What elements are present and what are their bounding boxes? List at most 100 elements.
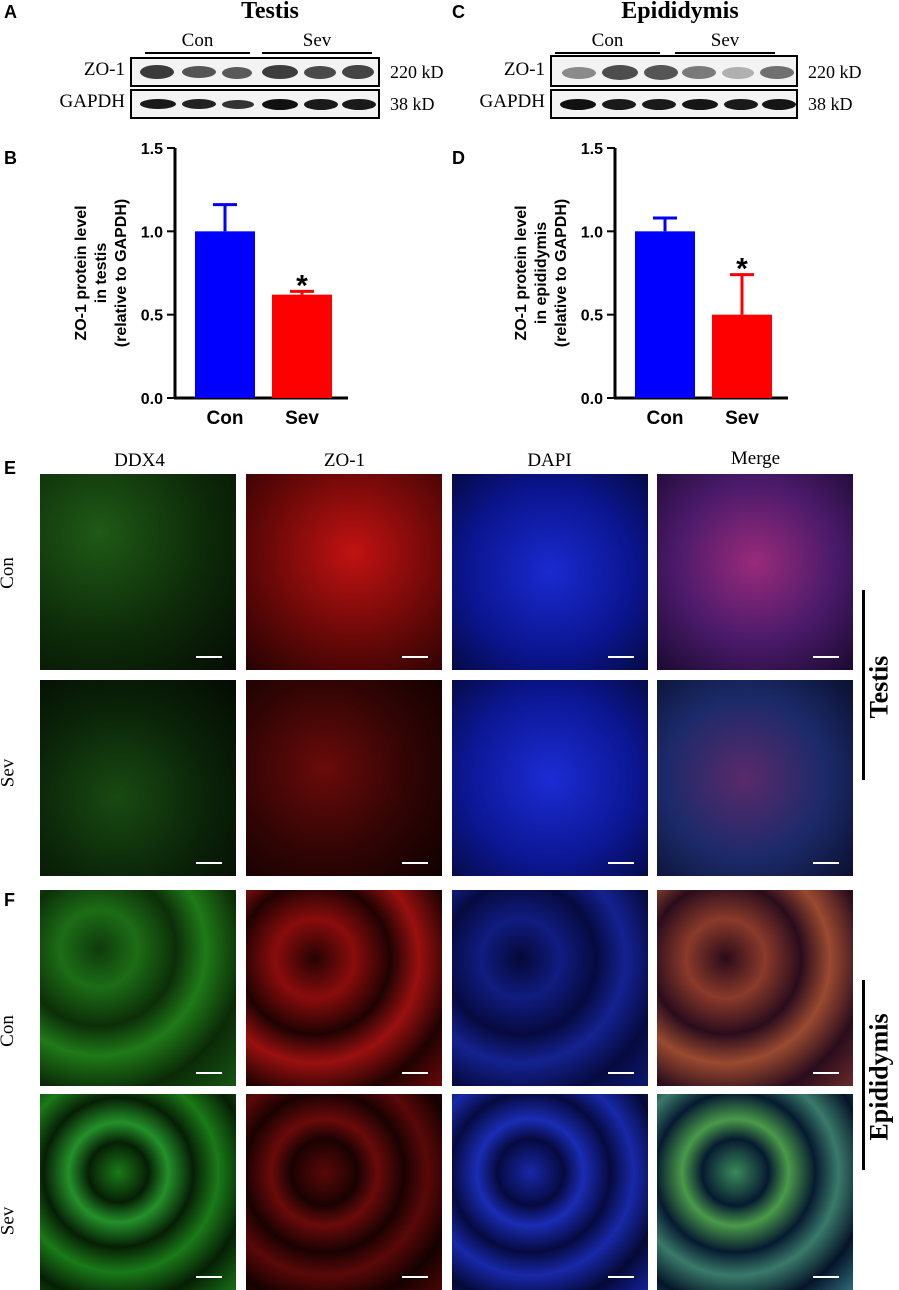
- blot-band: [724, 99, 758, 110]
- blot-band: [682, 66, 716, 79]
- protein-label-zo1: ZO-1: [503, 59, 545, 80]
- blot-band: [342, 65, 374, 79]
- panel-letter-f: F: [4, 890, 15, 910]
- blot-band: [304, 66, 336, 79]
- bar-con: [195, 231, 255, 398]
- micrograph-zo1-con-epididymis: [246, 890, 442, 1086]
- micrograph-merge-sev-epididymis: [657, 1094, 853, 1290]
- micrograph-merge-sev-testis: [657, 680, 853, 876]
- blot-band: [222, 67, 252, 79]
- y-axis-label-line: ZO-1 protein level: [73, 205, 90, 340]
- blot-band: [222, 100, 254, 109]
- blot-band: [760, 66, 794, 79]
- blot-band: [140, 99, 176, 109]
- significance-star: *: [296, 269, 308, 302]
- tissue-bracket-testis: [862, 590, 865, 780]
- blot-band: [342, 99, 376, 110]
- tissue-label-epididymis: Epididymis: [864, 1013, 894, 1141]
- blot-band: [602, 65, 638, 80]
- y-tick-label: 1.0: [581, 224, 603, 241]
- y-axis-label-line: in epididymis: [533, 222, 550, 324]
- bar-sev: [272, 294, 332, 398]
- blot-band: [262, 65, 298, 79]
- y-tick-label: 1.5: [141, 141, 163, 158]
- y-axis-label-epididymis: ZO-1 protein level in epididymis (relative…: [513, 199, 570, 347]
- y-tick-label: 0.0: [141, 391, 163, 408]
- panel-letter-d: D: [452, 148, 465, 168]
- blot-title-epididymis: Epididymis: [621, 0, 739, 24]
- y-tick-label: 1.0: [141, 224, 163, 241]
- x-tick-label: Con: [647, 408, 684, 429]
- column-label-ddx4: DDX4: [114, 450, 165, 471]
- micrograph-dapi-con-epididymis: [452, 890, 648, 1086]
- protein-label-gapdh: GAPDH: [59, 91, 125, 112]
- y-axis-label-line: (relative to GAPDH): [553, 199, 570, 347]
- bar-sev: [712, 314, 772, 398]
- micrograph-merge-con-epididymis: [657, 890, 853, 1086]
- group-line-sev: [675, 52, 775, 54]
- blot-band: [182, 99, 216, 109]
- blot-band: [682, 99, 718, 110]
- micrograph-ddx4-sev-testis: [40, 680, 236, 876]
- protein-label-zo1: ZO-1: [83, 59, 125, 80]
- group-line-sev: [262, 52, 372, 54]
- group-label-con: Con: [181, 30, 214, 51]
- blot-title-testis: Testis: [241, 0, 299, 24]
- kd-label-gapdh: 38 kD: [390, 94, 435, 114]
- y-tick-label: 1.5: [581, 141, 603, 158]
- x-tick-label: Con: [207, 408, 244, 429]
- blot-band: [140, 65, 174, 79]
- y-tick-label: 0.0: [581, 391, 603, 408]
- panel-letter-e: E: [4, 458, 17, 478]
- group-label-sev: Sev: [710, 30, 740, 51]
- row-label-con-testis: Con: [0, 557, 18, 589]
- kd-label-zo1: 220 kD: [808, 62, 862, 82]
- micrograph-zo1-sev-testis: [246, 680, 442, 876]
- micrograph-merge-con-testis: [657, 474, 853, 670]
- y-axis-label-line: (relative to GAPDH): [113, 199, 130, 347]
- row-label-sev-epididymis: Sev: [0, 1206, 19, 1236]
- kd-label-zo1: 220 kD: [390, 62, 444, 82]
- x-tick-label: Sev: [285, 408, 319, 429]
- blot-band: [562, 67, 596, 79]
- blot-band: [262, 99, 298, 110]
- blot-band: [182, 66, 216, 78]
- blot-strip-gapdh-testis: [130, 89, 380, 119]
- micrograph-zo1-con-testis: [246, 474, 442, 670]
- blot-band: [722, 67, 754, 79]
- panel-letter-c: C: [452, 2, 465, 22]
- tissue-bracket-epididymis: [862, 980, 865, 1170]
- blot-strip-gapdh-epididymis: [550, 89, 798, 119]
- column-label-dapi: DAPI: [527, 450, 572, 471]
- significance-star: *: [736, 253, 748, 286]
- column-label-merge: Merge: [730, 448, 781, 469]
- blot-band: [560, 99, 596, 110]
- blot-band: [602, 99, 636, 110]
- micrograph-ddx4-sev-epididymis: [40, 1094, 236, 1290]
- group-label-con: Con: [591, 30, 624, 51]
- y-tick-label: 0.5: [141, 308, 163, 325]
- blot-band: [644, 65, 678, 80]
- kd-label-gapdh: 38 kD: [808, 94, 853, 114]
- micrograph-dapi-sev-testis: [452, 680, 648, 876]
- bar-con: [635, 231, 695, 398]
- blot-band: [762, 99, 796, 110]
- blot-strip-zo1-epididymis: [550, 55, 798, 87]
- micrograph-zo1-sev-epididymis: [246, 1094, 442, 1290]
- x-tick-label: Sev: [725, 408, 759, 429]
- blot-strip-zo1-testis: [130, 57, 380, 87]
- micrograph-ddx4-con-epididymis: [40, 890, 236, 1086]
- y-axis-label-line: in testis: [93, 243, 110, 304]
- column-label-zo1: ZO-1: [323, 450, 366, 471]
- blot-band: [304, 99, 338, 110]
- bar-chart-testis: 0.0 0.5 1.0 1.5 Con Sev * ZO-1 protein level in …: [73, 141, 348, 429]
- tissue-label-testis: Testis: [864, 655, 894, 719]
- panel-letter-b: B: [4, 148, 17, 168]
- bar-chart-epididymis: 0.0 0.5 1.0 1.5 Con Sev * ZO-1 protein level in …: [513, 141, 788, 429]
- micrograph-ddx4-con-testis: [40, 474, 236, 670]
- micrograph-dapi-sev-epididymis: [452, 1094, 648, 1290]
- group-label-sev: Sev: [302, 30, 332, 51]
- group-line-con: [145, 52, 250, 54]
- panel-letter-a: A: [4, 2, 17, 22]
- y-axis-label-line: ZO-1 protein level: [513, 205, 530, 340]
